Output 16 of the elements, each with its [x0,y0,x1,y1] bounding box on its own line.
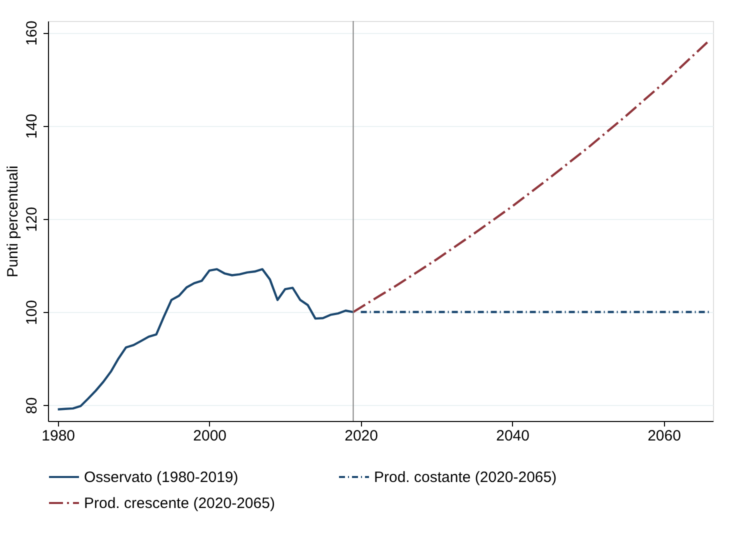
y-tick-label: 100 [24,300,40,326]
x-tick-label: 2000 [193,428,227,444]
y-axis-title: Punti percentuali [4,166,22,278]
line-series [56,268,354,410]
legend-label: Prod. costante (2020-2065) [374,469,557,486]
x-tick-label: 1980 [42,428,76,444]
x-tick-label: 2020 [344,428,378,444]
x-tick-label: 2040 [496,428,530,444]
legend-label: Prod. crescente (2020-2065) [84,495,275,512]
y-tick-label: 80 [24,397,40,414]
y-tick-label: 120 [24,206,40,232]
y-tick-label: 160 [24,20,40,46]
line-series [352,39,710,314]
x-tick-label: 2060 [648,428,681,444]
legend-label: Osservato (1980-2019) [84,469,238,486]
y-tick-label: 140 [24,114,40,139]
